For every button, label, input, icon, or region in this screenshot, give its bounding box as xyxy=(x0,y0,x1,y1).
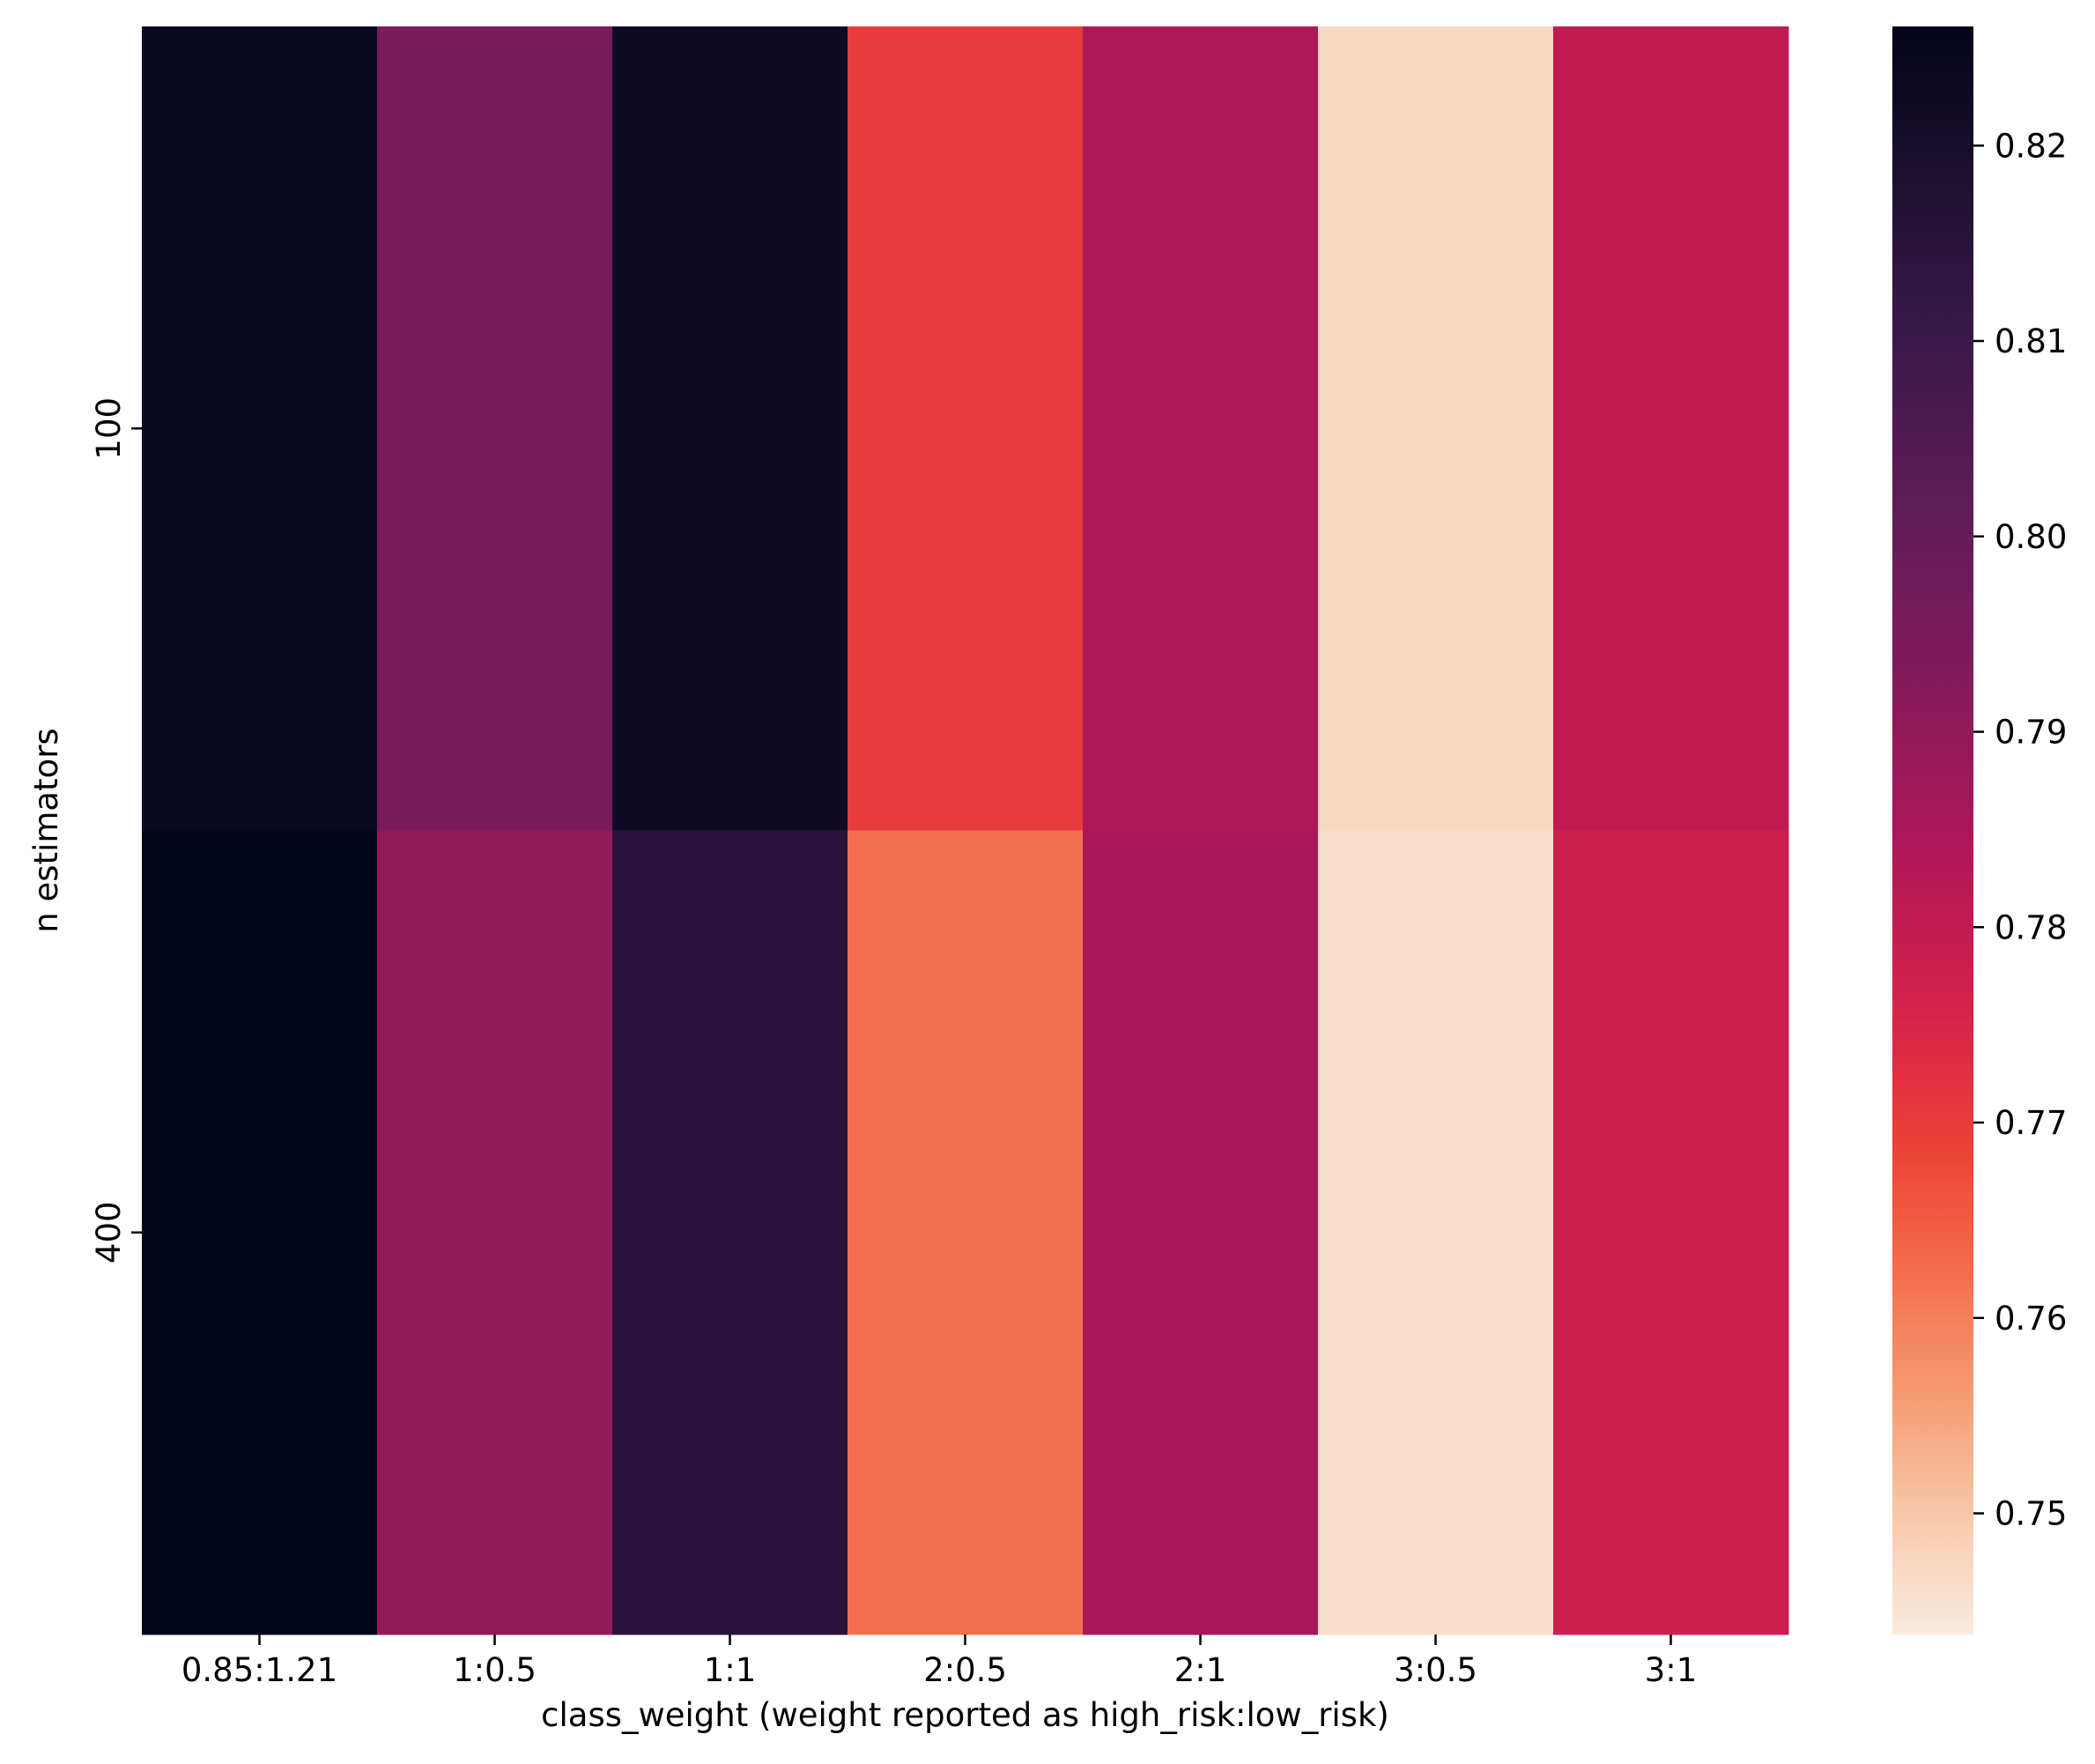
heatmap-cell-100-3:1 xyxy=(1553,26,1789,831)
heatmap-cell-400-0.85:1.21 xyxy=(142,830,378,1635)
heatmap-cell-400-3:0.5 xyxy=(1318,830,1554,1635)
heatmap-cell-400-1:1 xyxy=(612,830,848,1635)
colorbar xyxy=(1892,26,1973,1634)
heatmap-cell-400-2:0.5 xyxy=(848,830,1084,1635)
heatmap-cell-100-3:0.5 xyxy=(1318,26,1554,831)
x-tick-label: 3:1 xyxy=(1645,1651,1698,1689)
heatmap-cell-100-2:0.5 xyxy=(848,26,1084,831)
colorbar-ticks: 0.75 0.76 0.77 0.78 0.79 0.80 0.81 0.82 xyxy=(1973,127,2067,1533)
heatmap-cell-100-1:1 xyxy=(612,26,848,831)
x-tick-label: 0.85:1.21 xyxy=(181,1651,337,1689)
colorbar-tick-label: 0.78 xyxy=(1995,908,2067,946)
heatmap-cell-400-1:0.5 xyxy=(377,830,613,1635)
x-tick-label: 2:0.5 xyxy=(923,1651,1007,1689)
y-tick-label: 100 xyxy=(90,397,128,460)
colorbar-tick-label: 0.77 xyxy=(1995,1104,2067,1142)
x-axis-ticks: 0.85:1.21 1:0.5 1:1 2:0.5 2:1 3:0.5 3:1 xyxy=(181,1634,1697,1689)
heatmap-cell-400-2:1 xyxy=(1083,830,1319,1635)
x-tick-label: 1:0.5 xyxy=(453,1651,537,1689)
x-axis-label: class_weight (weight reported as high_ri… xyxy=(541,1696,1389,1734)
heatmap-cell-100-2:1 xyxy=(1083,26,1319,831)
heatmap-cells xyxy=(142,26,1789,1635)
x-tick-label: 1:1 xyxy=(704,1651,757,1689)
y-tick-label: 400 xyxy=(90,1201,128,1264)
colorbar-tick-label: 0.81 xyxy=(1995,322,2067,360)
colorbar-tick-label: 0.80 xyxy=(1995,518,2067,556)
heatmap-cell-400-3:1 xyxy=(1553,830,1789,1635)
x-tick-label: 2:1 xyxy=(1174,1651,1227,1689)
x-tick-label: 3:0.5 xyxy=(1394,1651,1477,1689)
colorbar-tick-label: 0.79 xyxy=(1995,714,2067,752)
heatmap-cell-100-1:0.5 xyxy=(377,26,613,831)
colorbar-tick-label: 0.82 xyxy=(1995,127,2067,165)
heatmap-cell-100-0.85:1.21 xyxy=(142,26,378,831)
colorbar-tick-label: 0.76 xyxy=(1995,1300,2067,1338)
colorbar-tick-label: 0.75 xyxy=(1995,1495,2067,1533)
y-axis-ticks: 100 400 xyxy=(90,397,142,1264)
y-axis-label: n estimators xyxy=(27,728,65,932)
